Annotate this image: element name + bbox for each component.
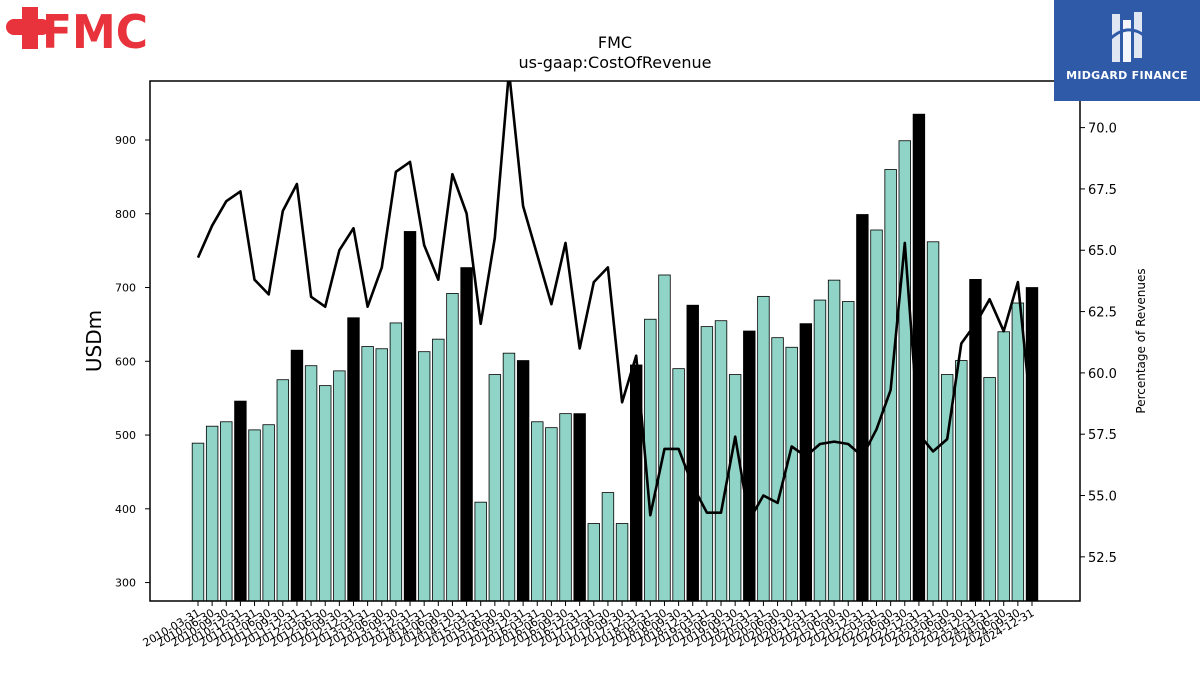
bar-2010-09-30: [220, 421, 233, 602]
midgard-finance-logo: MIDGARD FINANCE: [1054, 0, 1200, 101]
axis-ticks: 300 400 500 600 700 800 900 52.5 55.0 57.5 60.0 62.…: [115, 122, 1117, 650]
bar-2012-12-31: [347, 317, 360, 602]
bar-2021-09-30: [842, 301, 855, 602]
bar-2015-06-30: [488, 374, 502, 602]
brand-name: MIDGARD FINANCE: [1066, 69, 1188, 82]
fmc-logo-text: FMC: [42, 5, 148, 59]
bar-2019-09-30: [728, 374, 742, 602]
y2-tick-label: 67.5: [1088, 183, 1117, 198]
bar-2019-12-31: [743, 330, 756, 602]
y2-tick-label: 62.5: [1088, 306, 1117, 321]
bar-series: [191, 113, 1039, 602]
y2-tick-label: 70.0: [1088, 122, 1117, 137]
bar-2010-12-31: [234, 400, 247, 602]
bar-2018-09-30: [672, 368, 685, 602]
bar-2023-09-30: [955, 360, 968, 602]
bar-2011-12-31: [290, 349, 304, 602]
bar-2013-12-31: [403, 231, 417, 602]
bar-2016-03-31: [531, 421, 544, 602]
bar-2018-12-31: [686, 304, 699, 602]
bar-2010-06-30: [205, 425, 219, 602]
bar-2016-12-31: [573, 413, 586, 602]
bar-2019-03-31: [700, 326, 714, 602]
bar-2012-06-30: [319, 385, 332, 602]
percentage-line-series: [196, 81, 1034, 522]
y2-tick-label: 52.5: [1088, 551, 1117, 566]
y-tick-label: 800: [115, 208, 136, 221]
y2-tick-label: 55.0: [1088, 490, 1117, 505]
y-tick-label: 600: [115, 355, 136, 368]
y-tick-label: 500: [115, 429, 136, 442]
bar-2011-03-31: [248, 429, 261, 602]
bar-2012-09-30: [333, 370, 346, 602]
bar-2016-06-30: [545, 427, 558, 602]
bar-2011-06-30: [262, 424, 275, 602]
bar-2010-03-31: [191, 442, 205, 602]
bar-2020-03-31: [757, 295, 770, 602]
bar-2018-06-30: [658, 274, 671, 602]
bar-2023-03-31: [926, 241, 940, 602]
bar-2024-03-31: [983, 377, 996, 602]
bar-2020-09-30: [785, 346, 798, 602]
bar-2011-09-30: [276, 379, 290, 602]
y-axis-label: USDm: [82, 310, 106, 372]
bar-2015-09-30: [502, 352, 516, 602]
bar-2020-12-31: [799, 323, 813, 602]
bar-2014-09-30: [446, 293, 459, 602]
bar-2015-03-31: [474, 501, 487, 602]
y-tick-label: 400: [115, 503, 136, 516]
y-tick-label: 700: [115, 282, 136, 295]
bar-2022-12-31: [912, 113, 926, 602]
y2-tick-label: 60.0: [1088, 367, 1117, 382]
bar-2012-03-31: [304, 365, 318, 602]
midgard-logo-icon: [1107, 12, 1146, 62]
bar-2015-12-31: [516, 360, 530, 602]
bar-2014-12-31: [460, 267, 473, 602]
bar-2013-09-30: [389, 322, 403, 602]
chart-subtitle: us-gaap:CostOfRevenue: [518, 53, 711, 72]
fmc-logo: FMC: [6, 5, 148, 59]
bar-2024-06-30: [997, 331, 1010, 602]
bar-2017-03-31: [587, 523, 600, 602]
bar-2021-03-31: [813, 299, 827, 602]
y2-tick-label: 57.5: [1088, 428, 1117, 443]
bar-2014-06-30: [432, 338, 445, 602]
bar-2024-09-30: [1011, 302, 1025, 602]
bar-2024-12-31: [1025, 287, 1039, 602]
plot-frame: [149, 80, 1081, 602]
bar-2017-09-30: [615, 523, 629, 602]
y2-axis-label: Percentage of Revenues: [1134, 268, 1148, 413]
bar-2019-06-30: [714, 320, 728, 602]
bar-2013-06-30: [375, 348, 388, 602]
bar-2022-09-30: [898, 140, 911, 602]
bar-2020-06-30: [771, 337, 784, 602]
bar-2021-12-31: [856, 214, 869, 602]
bar-2014-03-31: [417, 351, 431, 602]
chart-title: FMC: [598, 33, 632, 52]
bar-2013-03-31: [361, 346, 374, 602]
y-tick-label: 300: [115, 577, 136, 590]
y-tick-label: 900: [115, 134, 136, 147]
y2-tick-label: 65.0: [1088, 244, 1117, 259]
bar-2017-06-30: [601, 492, 615, 602]
percentage-line: [196, 81, 1034, 522]
bar-2016-09-30: [559, 413, 572, 602]
